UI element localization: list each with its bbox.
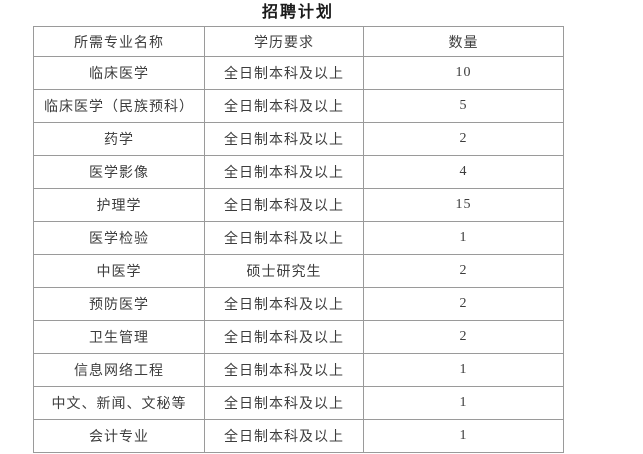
count-cell: 4 bbox=[363, 155, 564, 189]
education-cell: 全日制本科及以上 bbox=[204, 89, 364, 123]
education-cell: 全日制本科及以上 bbox=[204, 221, 364, 255]
major-cell: 会计专业 bbox=[33, 419, 205, 453]
major-cell: 医学检验 bbox=[33, 221, 205, 255]
education-cell: 全日制本科及以上 bbox=[204, 419, 364, 453]
education-cell: 全日制本科及以上 bbox=[204, 386, 364, 420]
major-cell: 预防医学 bbox=[33, 287, 205, 321]
education-cell: 全日制本科及以上 bbox=[204, 56, 364, 90]
table-row: 医学检验 全日制本科及以上 1 bbox=[33, 221, 564, 255]
table-row: 临床医学（民族预科） 全日制本科及以上 5 bbox=[33, 89, 564, 123]
column-header-major: 所需专业名称 bbox=[33, 26, 205, 57]
recruitment-plan-document: 招聘计划 所需专业名称 学历要求 数量 临床医学 全日制本科及以上 10 临床医… bbox=[33, 0, 564, 453]
count-cell: 1 bbox=[363, 419, 564, 453]
major-cell: 中文、新闻、文秘等 bbox=[33, 386, 205, 420]
table-row: 医学影像 全日制本科及以上 4 bbox=[33, 155, 564, 189]
page-title: 招聘计划 bbox=[261, 4, 334, 21]
table-row: 中文、新闻、文秘等 全日制本科及以上 1 bbox=[33, 386, 564, 420]
count-cell: 5 bbox=[363, 89, 564, 123]
education-cell: 全日制本科及以上 bbox=[204, 287, 364, 321]
count-cell: 15 bbox=[363, 188, 564, 222]
column-header-count: 数量 bbox=[363, 26, 564, 57]
header-row: 所需专业名称 学历要求 数量 bbox=[33, 26, 564, 57]
table-row: 中医学 硕士研究生 2 bbox=[33, 254, 564, 288]
table-row: 护理学 全日制本科及以上 15 bbox=[33, 188, 564, 222]
major-cell: 药学 bbox=[33, 122, 205, 156]
major-cell: 卫生管理 bbox=[33, 320, 205, 354]
major-cell: 临床医学（民族预科） bbox=[33, 89, 205, 123]
table-row: 信息网络工程 全日制本科及以上 1 bbox=[33, 353, 564, 387]
table-row: 药学 全日制本科及以上 2 bbox=[33, 122, 564, 156]
education-cell: 全日制本科及以上 bbox=[204, 122, 364, 156]
count-cell: 2 bbox=[363, 122, 564, 156]
major-cell: 医学影像 bbox=[33, 155, 205, 189]
count-cell: 2 bbox=[363, 287, 564, 321]
count-cell: 1 bbox=[363, 353, 564, 387]
education-cell: 全日制本科及以上 bbox=[204, 155, 364, 189]
table-row: 会计专业 全日制本科及以上 1 bbox=[33, 419, 564, 453]
table-row: 卫生管理 全日制本科及以上 2 bbox=[33, 320, 564, 354]
count-cell: 2 bbox=[363, 320, 564, 354]
education-cell: 全日制本科及以上 bbox=[204, 353, 364, 387]
major-cell: 临床医学 bbox=[33, 56, 205, 90]
education-cell: 全日制本科及以上 bbox=[204, 188, 364, 222]
major-cell: 中医学 bbox=[33, 254, 205, 288]
education-cell: 硕士研究生 bbox=[204, 254, 364, 288]
column-header-education: 学历要求 bbox=[204, 26, 364, 57]
table-row: 预防医学 全日制本科及以上 2 bbox=[33, 287, 564, 321]
table-row: 临床医学 全日制本科及以上 10 bbox=[33, 56, 564, 90]
major-cell: 护理学 bbox=[33, 188, 205, 222]
table-body: 临床医学 全日制本科及以上 10 临床医学（民族预科） 全日制本科及以上 5 药… bbox=[33, 56, 564, 453]
major-cell: 信息网络工程 bbox=[33, 353, 205, 387]
count-cell: 1 bbox=[363, 221, 564, 255]
education-cell: 全日制本科及以上 bbox=[204, 320, 364, 354]
count-cell: 10 bbox=[363, 56, 564, 90]
count-cell: 2 bbox=[363, 254, 564, 288]
count-cell: 1 bbox=[363, 386, 564, 420]
recruitment-plan-table: 所需专业名称 学历要求 数量 临床医学 全日制本科及以上 10 临床医学（民族预… bbox=[33, 26, 564, 453]
